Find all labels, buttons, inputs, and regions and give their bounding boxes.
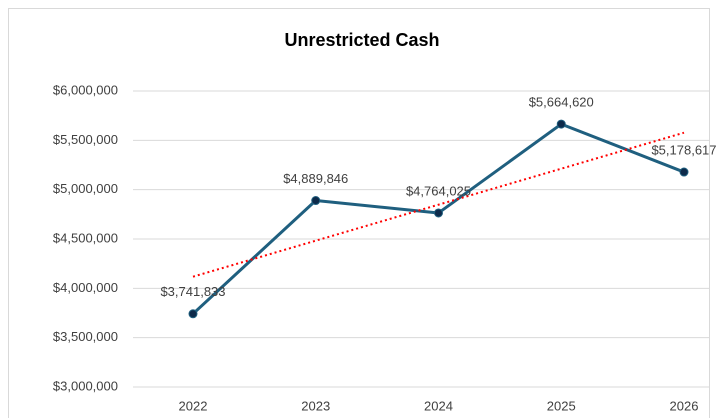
y-tick-label: $3,000,000 — [53, 378, 118, 393]
data-point — [434, 208, 443, 218]
data-label: $4,889,846 — [283, 171, 348, 186]
y-tick-label: $4,000,000 — [53, 280, 118, 295]
data-label: $3,741,833 — [160, 284, 225, 299]
data-label: $4,764,025 — [406, 183, 471, 198]
x-tick-label: 2024 — [424, 398, 453, 413]
y-tick-label: $4,500,000 — [53, 230, 118, 245]
data-point — [679, 167, 689, 177]
data-label: $5,664,620 — [529, 95, 594, 110]
data-line — [191, 122, 685, 315]
data-label: $5,178,617 — [651, 142, 716, 157]
x-tick-label: 2022 — [179, 398, 208, 413]
x-tick-label: 2026 — [670, 398, 699, 413]
data-point — [556, 119, 566, 129]
y-tick-label: $5,500,000 — [53, 132, 118, 147]
x-tick-label: 2023 — [301, 398, 330, 413]
data-point — [188, 309, 198, 319]
y-tick-label: $6,000,000 — [53, 82, 118, 97]
trendline — [192, 131, 685, 278]
x-tick-label: 2025 — [547, 398, 576, 413]
chart-border — [8, 8, 710, 418]
data-point — [311, 196, 321, 206]
chart-title: Unrestricted Cash — [284, 30, 439, 50]
y-tick-label: $3,500,000 — [53, 329, 118, 344]
y-tick-label: $5,000,000 — [53, 181, 118, 196]
